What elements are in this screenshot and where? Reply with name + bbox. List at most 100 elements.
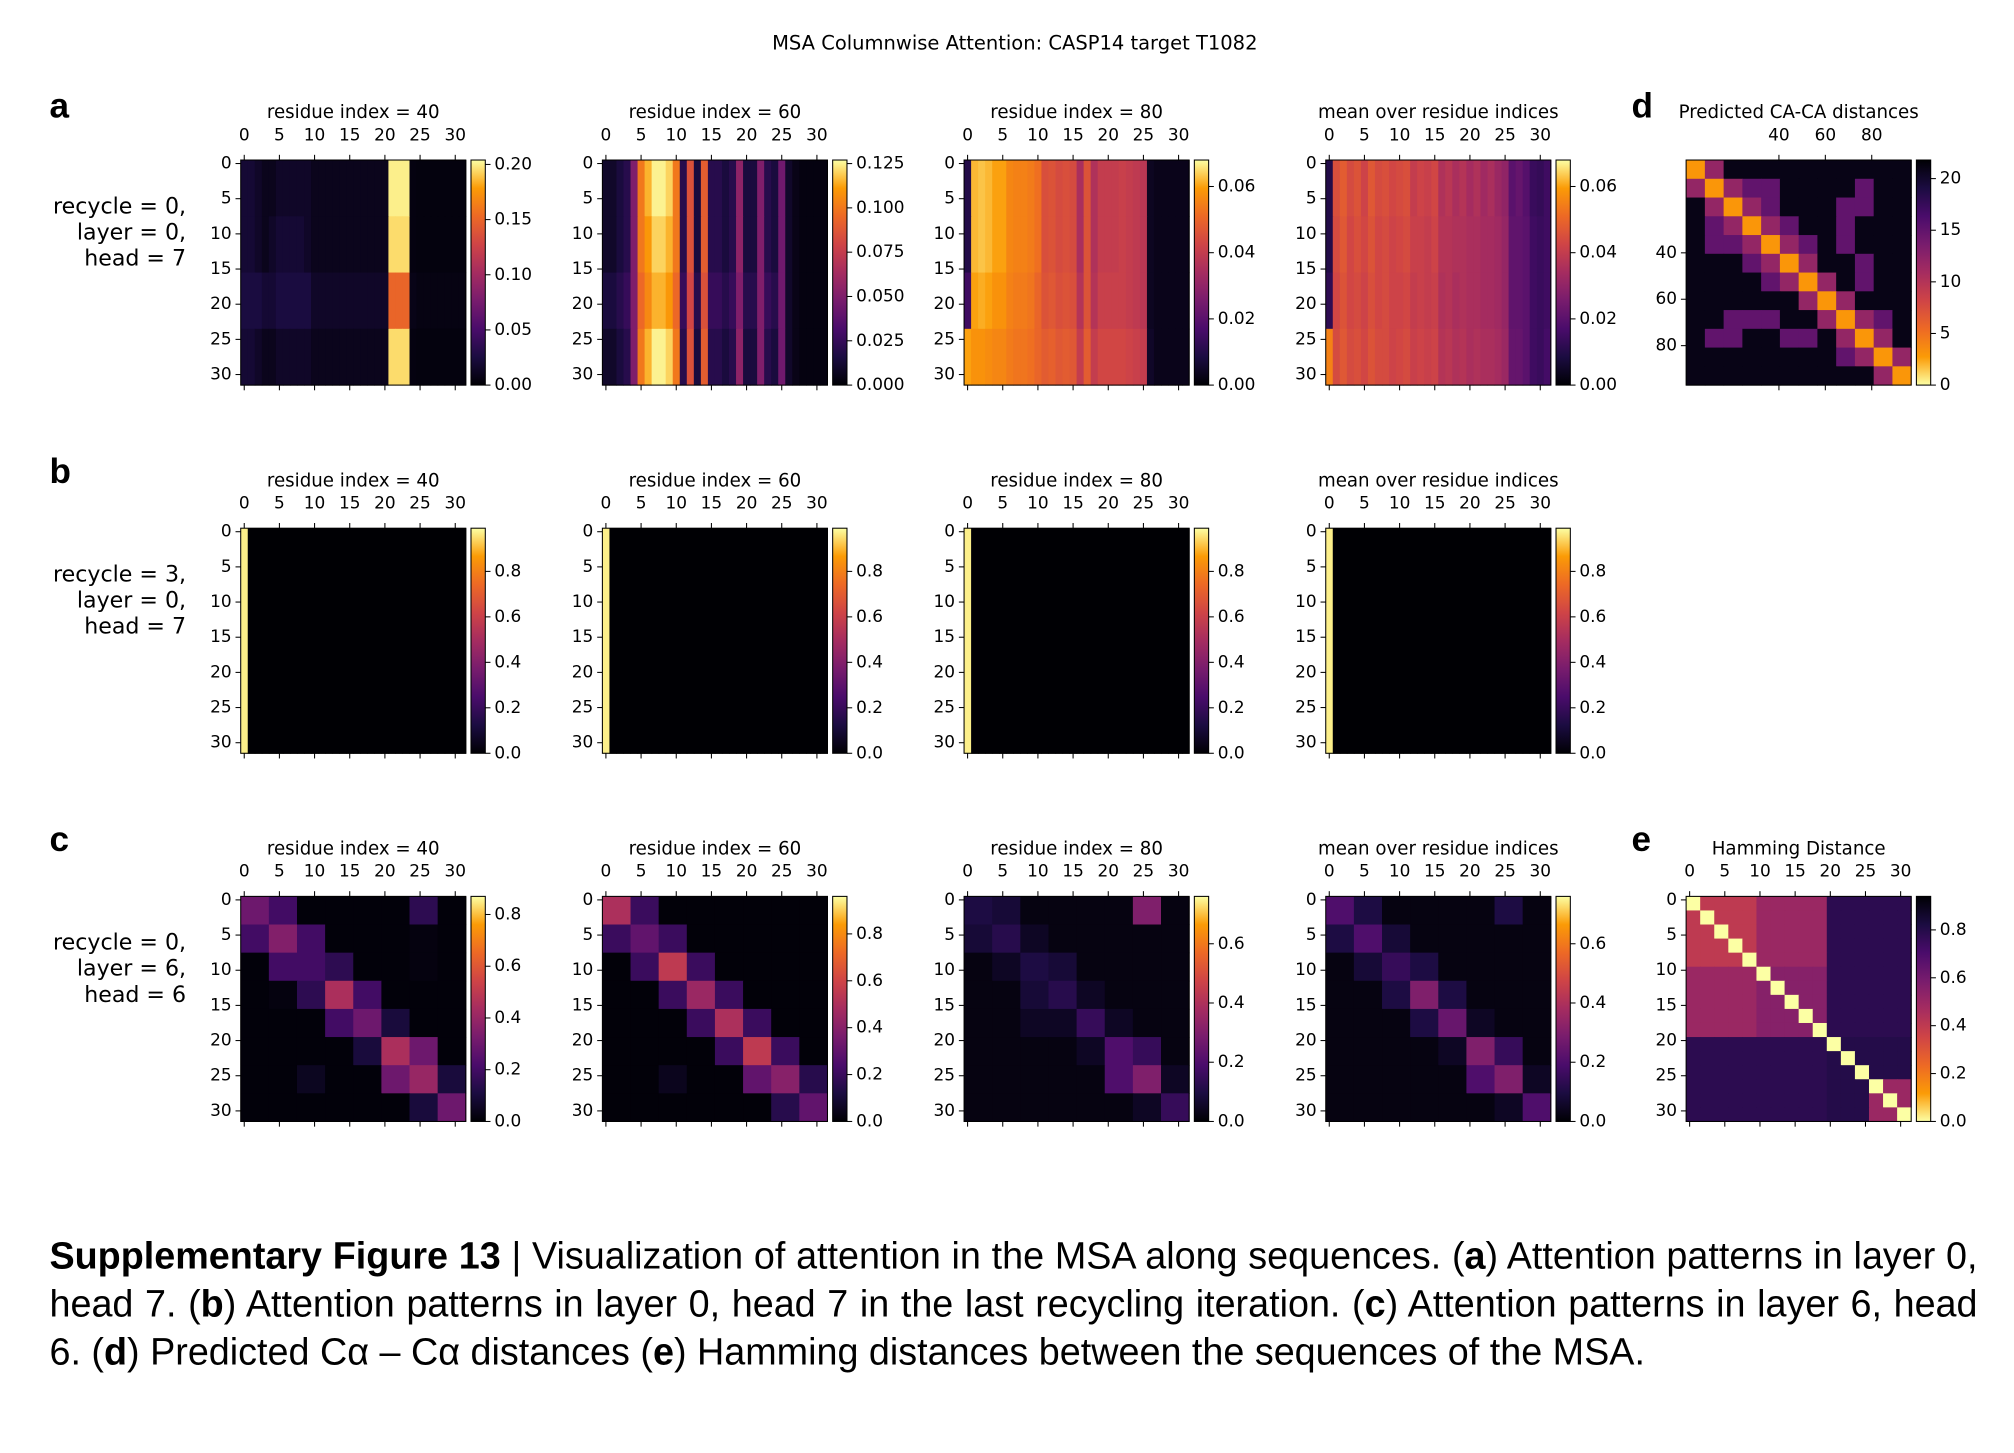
heatmap-cell — [1854, 178, 1875, 199]
heatmap-cell — [1883, 952, 1898, 968]
x-tick-label: 15 — [701, 861, 723, 881]
heatmap-cell — [1062, 528, 1071, 754]
heatmap — [1686, 160, 1912, 386]
x-tick-label: 15 — [339, 124, 361, 144]
x-tick-label: 40 — [1768, 124, 1790, 144]
heatmap-cell — [1686, 1065, 1701, 1080]
heatmap-cell — [325, 896, 354, 926]
heatmap-cell — [1756, 952, 1772, 968]
colorbar-tick-label: 0.2 — [1218, 697, 1245, 717]
heatmap-cell — [792, 272, 800, 330]
heatmap-cell — [1529, 528, 1538, 754]
heatmap-cell — [778, 528, 786, 754]
colorbar-tick-label: 0.06 — [1218, 176, 1256, 196]
heatmap-cell — [1529, 328, 1538, 386]
heatmap-cell — [623, 272, 632, 330]
heatmap-cell — [1536, 328, 1545, 386]
heatmap-cell — [325, 980, 354, 1010]
heatmap-cell — [964, 272, 972, 330]
heatmap-cell — [1325, 1008, 1355, 1038]
colorbar-tick-label: 0.4 — [1218, 651, 1245, 671]
heatmap-cell — [1382, 1065, 1411, 1094]
heatmap-cell — [1779, 197, 1800, 217]
heatmap-cell — [339, 328, 347, 386]
heatmap-cell — [1382, 1093, 1411, 1122]
heatmap-cell — [764, 528, 772, 754]
panel-title: residue index = 40 — [267, 102, 440, 123]
heatmap-cell — [1798, 216, 1818, 236]
heatmap-cell — [651, 160, 660, 217]
heatmap-cell — [623, 216, 632, 274]
heatmap-cell — [1536, 528, 1545, 754]
heatmap-cell — [1013, 216, 1021, 274]
heatmap-cell — [679, 272, 688, 330]
heatmap-cell — [1854, 952, 1870, 968]
heatmap-cell — [1826, 1107, 1842, 1122]
heatmap-cell — [1353, 1037, 1383, 1066]
heatmap-cell — [736, 328, 744, 386]
heatmap-cell — [1175, 528, 1183, 754]
heatmap-cell — [1686, 896, 1701, 911]
heatmap-cell — [1041, 160, 1049, 217]
colorbar-tick-label: 0.2 — [856, 697, 883, 717]
heatmap-cell — [1466, 896, 1496, 926]
heatmap-cell — [1062, 272, 1071, 330]
heatmap-cell — [423, 272, 432, 330]
heatmap-cell — [1700, 910, 1715, 926]
heatmap-cell — [1020, 952, 1049, 982]
x-tick-label: 25 — [1494, 492, 1516, 512]
heatmap-cell — [1389, 160, 1397, 217]
y-tick-label: 10 — [933, 959, 955, 979]
heatmap-cell — [360, 528, 368, 754]
heatmap-cell — [686, 216, 695, 274]
heatmap-cell — [1494, 1037, 1524, 1066]
heatmap-cell — [1360, 272, 1369, 330]
heatmap-cell — [658, 896, 688, 926]
x-tick-label: 20 — [736, 861, 758, 881]
heatmap-cell — [240, 216, 249, 274]
heatmap-cell — [679, 160, 688, 217]
x-tick-label: 10 — [1389, 124, 1411, 144]
heatmap-cell — [1332, 160, 1341, 217]
heatmap-cell — [1723, 310, 1743, 330]
y-tick-label: 15 — [933, 626, 955, 646]
heatmap-cell — [1854, 1008, 1870, 1024]
heatmap-cell — [1812, 1065, 1828, 1080]
heatmap-cell — [1892, 197, 1912, 217]
heatmap-cell — [1798, 952, 1814, 968]
heatmap-cell — [1382, 216, 1390, 274]
heatmap-cell — [1396, 328, 1404, 386]
heatmap-cell — [1360, 528, 1369, 754]
heatmap-cell — [1382, 896, 1411, 926]
heatmap-cell — [1055, 216, 1064, 274]
heatmap-cell — [1062, 216, 1071, 274]
heatmap-cell — [1161, 272, 1169, 330]
heatmap-cell — [658, 1008, 688, 1038]
x-tick-label: 25 — [409, 492, 431, 512]
heatmap-cell — [1083, 528, 1092, 754]
heatmap-cell — [1798, 938, 1814, 954]
heatmap-cell — [771, 980, 800, 1010]
heatmap-cell — [1494, 216, 1503, 274]
heatmap-cell — [1770, 938, 1786, 954]
heatmap-cell — [1325, 952, 1355, 982]
heatmap-cell — [1480, 528, 1489, 754]
heatmap-cell — [707, 272, 716, 330]
heatmap-cell — [1742, 310, 1762, 330]
heatmap-cell — [1761, 235, 1781, 255]
heatmap-cell — [1714, 966, 1729, 982]
heatmap-cell — [268, 952, 298, 982]
heatmap-cell — [1742, 1022, 1757, 1038]
colorbar-tick-label: 0.100 — [856, 197, 904, 217]
heatmap-cell — [247, 328, 256, 386]
y-tick-label: 25 — [1295, 328, 1317, 348]
y-tick-label: 30 — [933, 732, 955, 752]
heatmap-cell — [1473, 160, 1481, 217]
heatmap-cell — [1784, 966, 1800, 982]
heatmap-cell — [1812, 910, 1828, 926]
heatmap-cell — [240, 980, 270, 1010]
heatmap-cell — [1817, 366, 1837, 386]
x-tick-label: 5 — [1359, 124, 1370, 144]
heatmap-cell — [1522, 952, 1552, 982]
heatmap-cell — [964, 1093, 993, 1122]
